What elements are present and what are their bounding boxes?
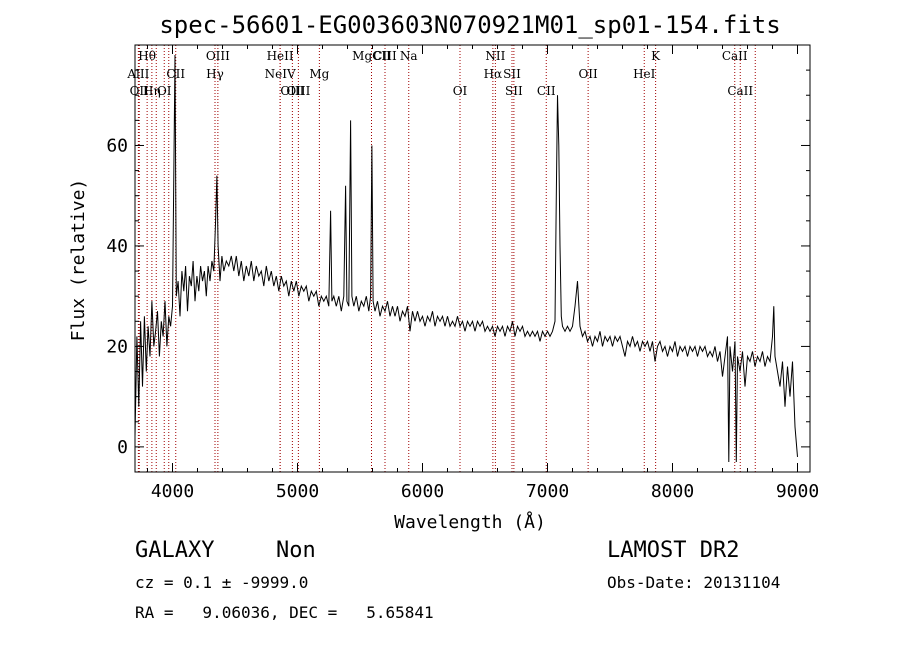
subclass-label: Non [276,538,316,563]
line-marker-label: CaII [727,84,753,98]
line-marker-label: CaII [722,49,748,63]
x-axis-ticks: 4000 5000 6000 7000 8000 9000 [147,45,819,502]
line-marker-label: CIII [373,49,397,63]
y-axis-label: Flux (relative) [68,179,89,342]
line-marker-label: OI [453,84,468,98]
line-marker-label: Mg [309,67,329,81]
redshift-text: cz = 0.1 ± -9999.0 [135,573,309,592]
line-marker-label: OII [578,67,598,81]
line-marker-label: OII [130,84,150,98]
survey-label: LAMOST DR2 [607,538,740,563]
line-marker-label: K [651,49,661,63]
x-tick-label: 6000 [401,481,444,502]
classification-label: GALAXY [135,538,215,563]
line-marker-label: CII [537,84,556,98]
line-marker-label: Hη [143,84,161,98]
line-marker-label: AlII [126,67,149,81]
line-marker-label: Hα [484,67,503,81]
spectrum-line [134,54,798,463]
line-marker-label: Hθ [138,49,156,63]
y-tick-label: 20 [106,336,128,357]
line-marker-label: MgCII [352,49,391,63]
line-marker-label: CII [166,67,185,81]
line-marker-label: Hγ [206,67,224,81]
coordinates-text: RA = 9.06036, DEC = 5.65841 [135,603,434,622]
line-marker-label: SII [505,84,523,98]
x-tick-label: 8000 [651,481,694,502]
x-tick-label: 7000 [526,481,569,502]
y-tick-label: 60 [106,135,128,156]
line-marker-label: OIII [280,84,304,98]
line-marker-label: HeII [267,49,294,63]
x-tick-label: 5000 [276,481,319,502]
y-axis-ticks: 0 20 40 60 [106,69,810,473]
line-marker-label: OI [157,84,172,98]
line-marker-label: Na [400,49,418,63]
line-marker-label: NII [485,49,505,63]
line-marker-label: NeIV [265,67,296,81]
y-tick-label: 0 [117,437,128,458]
x-tick-label: 4000 [151,481,194,502]
y-tick-label: 40 [106,236,128,257]
x-tick-label: 9000 [776,481,819,502]
chart-title: spec-56601-EG003603N070921M01_sp01-154.f… [159,11,780,39]
line-marker-label: OIII [206,49,230,63]
x-axis-label: Wavelength (Å) [394,511,546,533]
line-marker-label: OIII [286,84,310,98]
line-marker-label: HeI [633,67,656,81]
obs-date-text: Obs-Date: 20131104 [607,573,781,592]
line-marker-label: SII [503,67,521,81]
